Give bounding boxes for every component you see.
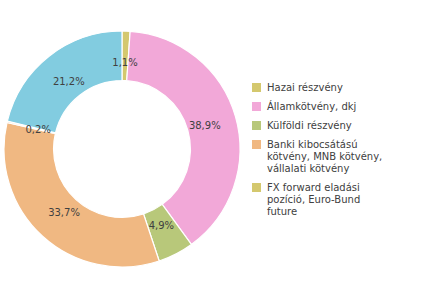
legend-item: Államkötvény, dkj <box>252 100 356 112</box>
data-label: 33,7% <box>48 207 80 218</box>
slice <box>4 123 159 267</box>
data-label: 0,2% <box>25 124 50 135</box>
legend-label: Államkötvény, dkj <box>267 100 356 112</box>
pie <box>4 31 240 267</box>
chart: 1,1% 38,9% 4,9% 33,7% 0,2% 21,2% Hazai részvén… <box>0 0 438 298</box>
legend-label: Banki kibocsátásúkötvény, MNB kötvény,vá… <box>267 139 382 174</box>
data-label: 38,9% <box>189 120 221 131</box>
data-label: 1,1% <box>112 57 137 68</box>
legend-swatch <box>252 102 261 111</box>
legend-label: Külföldi részvény <box>267 120 352 131</box>
data-label: 21,2% <box>53 76 85 87</box>
legend-item: Külföldi részvény <box>252 120 352 131</box>
legend-swatch <box>252 183 261 192</box>
legend-swatch <box>252 121 261 130</box>
data-label: 4,9% <box>149 220 174 231</box>
legend-item: Banki kibocsátásúkötvény, MNB kötvény,vá… <box>252 139 382 174</box>
legend-label: Hazai részvény <box>267 82 343 93</box>
legend-swatch <box>252 140 261 149</box>
slice <box>127 31 240 244</box>
legend-item: FX forward eladásipozíció, Euro-Bundfutu… <box>252 182 360 217</box>
slice <box>7 31 122 133</box>
legend-swatch <box>252 83 261 92</box>
data-labels: 1,1% 38,9% 4,9% 33,7% 0,2% 21,2% <box>25 57 220 231</box>
legend-item: Hazai részvény <box>252 82 343 93</box>
legend: Hazai részvény Államkötvény, dkj Külföldi … <box>252 82 382 217</box>
legend-label: FX forward eladásipozíció, Euro-Bundfutu… <box>267 182 360 217</box>
